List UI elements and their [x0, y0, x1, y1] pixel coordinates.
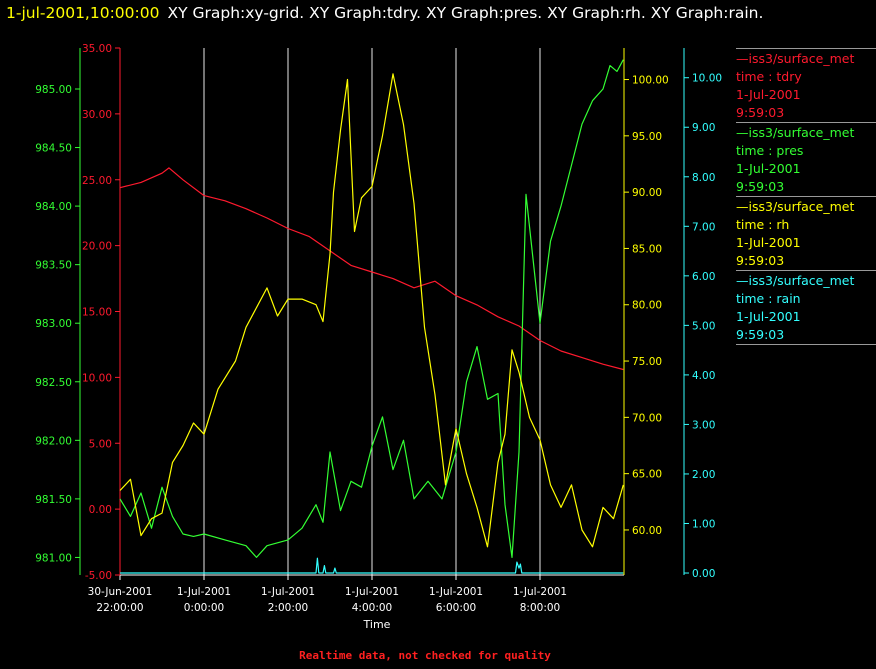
- rh-tick-label: 70.00: [632, 412, 662, 424]
- tdry-tick-label: 15.00: [82, 307, 112, 319]
- header-graph-titles: XY Graph:xy-grid. XY Graph:tdry. XY Grap…: [167, 4, 764, 22]
- rain-tick-label: 4.00: [692, 370, 715, 382]
- x-tick-date: 1-Jul-2001: [261, 586, 315, 598]
- tdry-tick-label: -5.00: [85, 570, 112, 582]
- legend-source: —iss3/surface_met: [736, 51, 855, 66]
- x-axis-label: Time: [363, 618, 391, 631]
- legend-time: 9:59:03: [736, 253, 785, 268]
- legend-date: 1-Jul-2001: [736, 309, 801, 324]
- legend-source: —iss3/surface_met: [736, 273, 855, 288]
- rh-tick-label: 65.00: [632, 469, 662, 481]
- legend-entry-pres: —iss3/surface_met time : pres 1-Jul-2001…: [736, 122, 876, 196]
- x-tick-date: 1-Jul-2001: [177, 586, 231, 598]
- rh-tick-label: 95.00: [632, 131, 662, 143]
- rh-tick-label: 75.00: [632, 356, 662, 368]
- rain-tick-label: 2.00: [692, 469, 715, 481]
- header-timestamp: 1-jul-2001,10:00:00: [6, 4, 160, 22]
- x-tick-time: 6:00:00: [436, 602, 476, 614]
- tdry-tick-label: 35.00: [82, 43, 112, 55]
- rain-tick-label: 10.00: [692, 73, 722, 85]
- pres-tick-label: 982.50: [35, 377, 72, 389]
- chart-series: [119, 59, 624, 574]
- pres-tick-label: 984.50: [35, 143, 72, 155]
- pres-tick-label: 981.50: [35, 494, 72, 506]
- tdry-series-line: [119, 167, 624, 371]
- x-tick-time: 0:00:00: [184, 602, 224, 614]
- pres-tick-label: 983.00: [35, 318, 72, 330]
- legend-date: 1-Jul-2001: [736, 161, 801, 176]
- tdry-tick-label: 25.00: [82, 175, 112, 187]
- pres-tick-label: 982.00: [35, 435, 72, 447]
- tdry-tick-label: 10.00: [82, 372, 112, 384]
- x-tick-date: 1-Jul-2001: [429, 586, 483, 598]
- legend-variable: time : rain: [736, 291, 801, 306]
- x-tick-date: 1-Jul-2001: [513, 586, 567, 598]
- legend-time: 9:59:03: [736, 179, 785, 194]
- tdry-tick-label: 20.00: [82, 241, 112, 253]
- quality-notice: Realtime data, not checked for quality: [299, 649, 551, 662]
- legend-entry-rh: —iss3/surface_met time : rh 1-Jul-2001 9…: [736, 196, 876, 270]
- x-tick-time: 4:00:00: [352, 602, 392, 614]
- x-tick-time: 8:00:00: [520, 602, 560, 614]
- legend-entry-tdry: —iss3/surface_met time : tdry 1-Jul-2001…: [736, 48, 876, 122]
- x-tick-date: 30-Jun-2001: [88, 586, 153, 598]
- rh-series-line: [119, 73, 624, 548]
- legend-date: 1-Jul-2001: [736, 235, 801, 250]
- pres-series-line: [119, 59, 624, 559]
- tdry-tick-label: 0.00: [89, 504, 112, 516]
- legend-time: 9:59:03: [736, 327, 785, 342]
- tdry-tick-label: 5.00: [89, 438, 112, 450]
- legend-source: —iss3/surface_met: [736, 125, 855, 140]
- tdry-tick-label: 30.00: [82, 109, 112, 121]
- legend: —iss3/surface_met time : tdry 1-Jul-2001…: [736, 48, 876, 346]
- rh-tick-label: 100.00: [632, 75, 669, 87]
- legend-source: —iss3/surface_met: [736, 199, 855, 214]
- pres-tick-label: 985.00: [35, 84, 72, 96]
- rain-tick-label: 3.00: [692, 419, 715, 431]
- legend-date: 1-Jul-2001: [736, 87, 801, 102]
- rain-tick-label: 9.00: [692, 122, 715, 134]
- pres-tick-label: 983.50: [35, 260, 72, 272]
- legend-time: 9:59:03: [736, 105, 785, 120]
- rh-tick-label: 80.00: [632, 300, 662, 312]
- legend-entry-rain: —iss3/surface_met time : rain 1-Jul-2001…: [736, 270, 876, 344]
- rain-series-line: [120, 557, 624, 574]
- rh-tick-label: 85.00: [632, 243, 662, 255]
- rain-tick-label: 0.00: [692, 568, 715, 580]
- legend-variable: time : pres: [736, 143, 804, 158]
- rh-tick-label: 90.00: [632, 187, 662, 199]
- rain-tick-label: 5.00: [692, 320, 715, 332]
- pres-tick-label: 981.00: [35, 552, 72, 564]
- chart-axes: 30-Jun-2001 22:00:00 1-Jul-2001 0:00:00 1-Ju…: [35, 43, 722, 614]
- rain-tick-label: 8.00: [692, 172, 715, 184]
- graph-header: 1-jul-2001,10:00:00 XY Graph:xy-grid. XY …: [6, 2, 763, 24]
- legend-variable: time : tdry: [736, 69, 802, 84]
- pres-tick-label: 984.00: [35, 201, 72, 213]
- rain-tick-label: 6.00: [692, 271, 715, 283]
- x-tick-time: 2:00:00: [268, 602, 308, 614]
- rh-tick-label: 60.00: [632, 525, 662, 537]
- rain-tick-label: 7.00: [692, 221, 715, 233]
- legend-variable: time : rh: [736, 217, 790, 232]
- x-tick-time: 22:00:00: [96, 602, 143, 614]
- legend-divider: [736, 344, 876, 346]
- x-tick-date: 1-Jul-2001: [345, 586, 399, 598]
- rain-tick-label: 1.00: [692, 518, 715, 530]
- vertical-gridlines: [203, 48, 541, 575]
